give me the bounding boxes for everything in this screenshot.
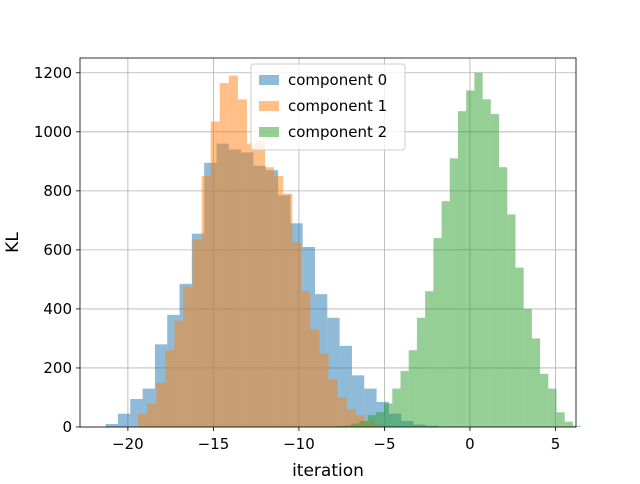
- y-tick-label: 0: [62, 418, 72, 436]
- x-tick-label: 0: [465, 435, 475, 453]
- histogram-bar: [449, 158, 458, 428]
- histogram-bar: [540, 373, 549, 427]
- histogram-bar: [301, 291, 311, 427]
- legend-swatch: [259, 75, 279, 85]
- histogram-bar: [425, 291, 434, 427]
- histogram-bar: [117, 413, 131, 427]
- histogram-bar: [219, 83, 229, 427]
- x-tick-label: −20: [112, 435, 144, 453]
- axis-ticks: −20 −15 −10 −5 0 5 0 200 400 600 800 1000 1200: [34, 64, 560, 453]
- histogram-bar: [192, 239, 202, 427]
- legend-swatch: [259, 127, 279, 137]
- histogram-bar: [556, 412, 565, 427]
- series-1-bars: [138, 75, 383, 427]
- histogram-bar: [147, 403, 157, 427]
- histogram-bar: [310, 329, 320, 427]
- histogram-bar: [246, 143, 256, 427]
- histogram-bar: [531, 338, 541, 427]
- histogram-bar: [457, 111, 467, 428]
- histogram-bar: [392, 388, 401, 427]
- histogram-bar: [174, 320, 184, 427]
- histogram-bar: [165, 350, 175, 427]
- histogram-bar: [499, 167, 508, 427]
- histogram-bar: [400, 370, 409, 427]
- series-2-bars: [334, 72, 582, 428]
- histogram-bar: [346, 409, 356, 427]
- histogram-bar: [384, 403, 393, 427]
- y-tick-label: 400: [43, 300, 72, 318]
- histogram-bar: [319, 353, 329, 427]
- histogram-bar: [433, 238, 442, 427]
- histogram-bar: [274, 176, 284, 427]
- histogram-bar: [183, 286, 193, 427]
- histogram-bar: [548, 388, 557, 427]
- histogram-bar: [367, 415, 376, 427]
- x-axis-label: iteration: [292, 461, 364, 480]
- histogram-bar: [255, 140, 266, 427]
- histogram-bar: [523, 308, 532, 427]
- histogram-bar: [328, 379, 338, 427]
- y-tick-label: 1000: [34, 123, 72, 141]
- histogram-bar: [334, 426, 344, 427]
- histogram-bar: [351, 423, 360, 427]
- legend-entry-label: component 1: [288, 97, 387, 115]
- histogram-bar: [564, 421, 573, 427]
- histogram-bar: [138, 413, 148, 427]
- histogram-bar: [201, 176, 211, 427]
- histogram-bar: [441, 201, 450, 427]
- legend-entry-label: component 2: [288, 123, 387, 141]
- histogram-bar: [466, 90, 475, 428]
- histogram-bars: [105, 72, 582, 428]
- legend-box: [250, 63, 406, 151]
- x-tick-label: 5: [551, 435, 561, 453]
- histogram-bar: [482, 99, 491, 427]
- histogram-bar: [490, 114, 500, 427]
- histogram-bar: [416, 317, 426, 427]
- histogram-bar: [210, 121, 220, 427]
- histogram-bar: [572, 425, 582, 427]
- histogram-bar: [474, 72, 483, 427]
- histogram-bar: [156, 382, 166, 427]
- histogram-bar: [105, 424, 118, 427]
- x-tick-label: −10: [283, 435, 315, 453]
- y-tick-label: 800: [43, 182, 72, 200]
- y-tick-label: 600: [43, 241, 72, 259]
- histogram-bar: [265, 167, 275, 427]
- y-tick-label: 1200: [34, 64, 72, 82]
- histogram-bar: [228, 75, 238, 427]
- y-axis-label: KL: [3, 232, 23, 253]
- y-tick-label: 200: [43, 359, 72, 377]
- legend-swatch: [259, 101, 279, 111]
- x-tick-label: −5: [373, 435, 395, 453]
- histogram-bar: [507, 214, 516, 427]
- legend-entry-label: component 0: [288, 71, 387, 89]
- histogram-bar: [292, 242, 302, 427]
- histogram-bar: [237, 99, 247, 427]
- legend: component 0 component 1 component 2: [250, 63, 406, 151]
- x-tick-label: −15: [198, 435, 230, 453]
- histogram-bar: [375, 412, 385, 427]
- histogram-bar: [343, 425, 352, 427]
- histogram-bar: [359, 421, 368, 427]
- histogram-bar: [515, 267, 524, 427]
- histogram-bar: [408, 350, 417, 427]
- plot-frame: [79, 57, 577, 428]
- histogram-bar: [283, 193, 293, 427]
- histogram-bar: [337, 397, 347, 427]
